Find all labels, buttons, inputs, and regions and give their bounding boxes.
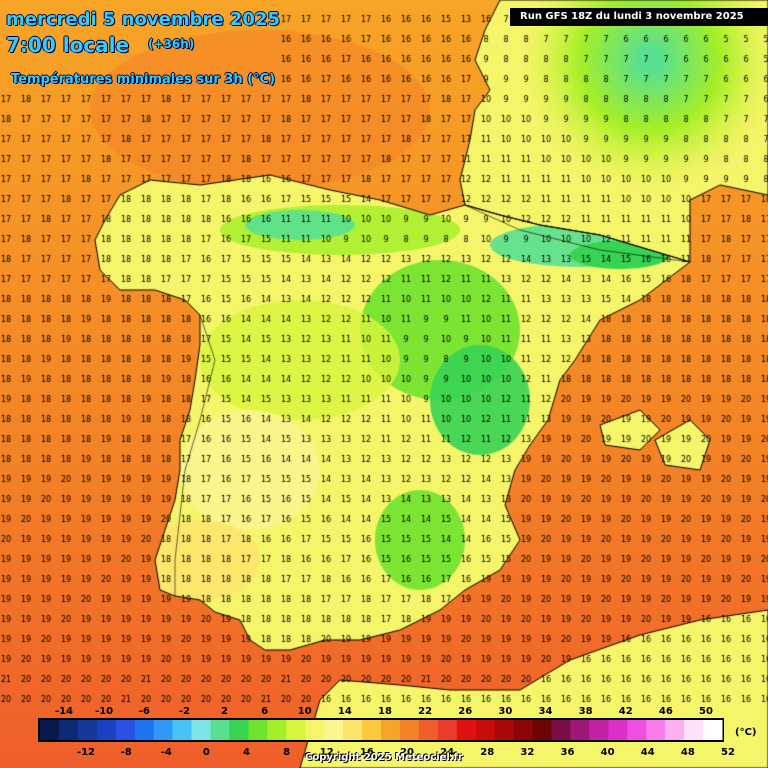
variable-title: Températures minimales sur 3h (°C) <box>11 72 276 87</box>
forecast-date: mercredi 5 novembre 2025 <box>6 9 280 30</box>
lead-time: (+36h) <box>148 37 195 51</box>
copyright-text: Copyright 2025 Meteociel.fr <box>305 752 463 763</box>
forecast-time: 7:00 locale <box>6 33 130 57</box>
run-info: Run GFS 18Z du lundi 3 novembre 2025 <box>510 8 768 26</box>
legend-unit: (°C) <box>735 727 757 738</box>
